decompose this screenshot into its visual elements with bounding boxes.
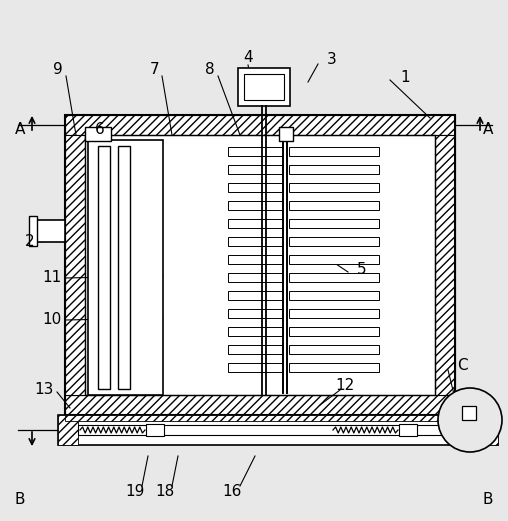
Bar	[37, 220, 65, 242]
Bar	[88, 140, 163, 395]
Bar	[228, 273, 283, 282]
Bar	[289, 219, 379, 228]
Bar	[228, 309, 283, 318]
Bar	[65, 115, 455, 415]
Circle shape	[438, 388, 502, 452]
Text: B: B	[15, 492, 25, 507]
Bar	[228, 201, 283, 210]
Bar	[29, 216, 37, 246]
Text: 13: 13	[35, 382, 54, 398]
Text: B: B	[483, 492, 493, 507]
Bar	[289, 327, 379, 336]
Bar	[65, 415, 455, 421]
Text: 19: 19	[125, 485, 145, 500]
Text: 10: 10	[42, 313, 61, 328]
Text: 18: 18	[155, 485, 175, 500]
Bar	[228, 147, 283, 156]
Bar	[228, 345, 283, 354]
Text: 5: 5	[357, 263, 367, 278]
Bar	[435, 135, 455, 395]
Text: 8: 8	[205, 63, 215, 78]
Bar	[289, 345, 379, 354]
Bar	[238, 68, 290, 106]
Text: A: A	[483, 122, 493, 138]
Bar	[289, 273, 379, 282]
Text: 11: 11	[42, 270, 61, 286]
Text: 9: 9	[53, 63, 63, 78]
Bar	[289, 201, 379, 210]
Text: 3: 3	[327, 53, 337, 68]
Bar	[228, 219, 283, 228]
Bar	[289, 309, 379, 318]
Bar	[228, 183, 283, 192]
Text: 1: 1	[400, 70, 410, 85]
Bar	[65, 115, 455, 135]
Text: 4: 4	[243, 51, 253, 66]
Bar	[58, 415, 498, 445]
Bar	[228, 291, 283, 300]
Bar	[289, 165, 379, 174]
Bar	[289, 291, 379, 300]
Bar	[65, 135, 85, 395]
Bar	[65, 395, 455, 415]
Bar	[399, 424, 417, 436]
Bar	[289, 363, 379, 372]
Bar	[85, 135, 435, 395]
Bar	[289, 255, 379, 264]
Text: A: A	[15, 122, 25, 138]
Text: 6: 6	[95, 122, 105, 138]
Text: 12: 12	[335, 378, 355, 392]
Bar	[58, 415, 78, 445]
Bar	[146, 424, 164, 436]
Text: 7: 7	[150, 63, 160, 78]
Bar	[98, 146, 110, 389]
Bar	[228, 165, 283, 174]
Bar	[289, 237, 379, 246]
Bar	[228, 327, 283, 336]
Bar	[118, 146, 130, 389]
Bar	[289, 183, 379, 192]
Bar	[228, 255, 283, 264]
Text: 2: 2	[25, 234, 35, 250]
Bar	[462, 406, 476, 420]
Bar	[279, 127, 293, 141]
Bar	[85, 127, 111, 141]
Bar	[228, 363, 283, 372]
Bar	[78, 425, 478, 435]
Bar	[478, 415, 498, 445]
Text: 16: 16	[223, 485, 242, 500]
Bar	[228, 237, 283, 246]
Text: C: C	[457, 357, 467, 373]
Bar	[85, 135, 435, 395]
Bar	[244, 74, 284, 100]
Bar	[289, 147, 379, 156]
